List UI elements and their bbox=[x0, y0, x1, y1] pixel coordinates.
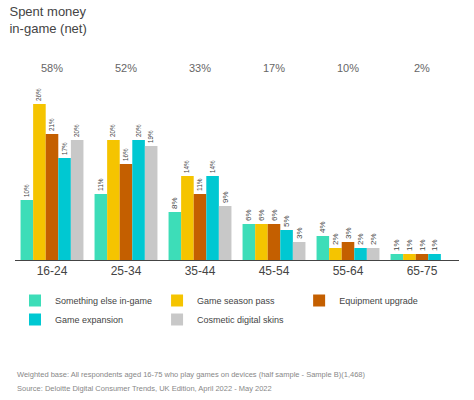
svg-text:14%: 14% bbox=[183, 160, 190, 173]
svg-text:45-54: 45-54 bbox=[259, 264, 290, 278]
svg-text:26%: 26% bbox=[35, 88, 42, 101]
svg-text:11%: 11% bbox=[97, 178, 104, 191]
svg-text:5%: 5% bbox=[282, 215, 291, 227]
svg-text:52%: 52% bbox=[115, 62, 137, 74]
svg-text:9%: 9% bbox=[221, 191, 230, 203]
svg-text:2%: 2% bbox=[414, 62, 430, 74]
svg-text:19%: 19% bbox=[147, 130, 154, 143]
svg-text:Source: Deloitte Digital Consu: Source: Deloitte Digital Consumer Trends… bbox=[17, 384, 272, 393]
svg-text:Spent moneyin-game (net): Spent moneyin-game (net) bbox=[9, 4, 86, 36]
svg-text:4%: 4% bbox=[318, 221, 327, 233]
svg-text:10%: 10% bbox=[337, 62, 359, 74]
svg-text:11%: 11% bbox=[196, 178, 203, 191]
svg-text:65-75: 65-75 bbox=[407, 264, 438, 278]
svg-text:2%: 2% bbox=[369, 233, 378, 245]
svg-text:8%: 8% bbox=[170, 197, 179, 209]
svg-text:Game season pass: Game season pass bbox=[197, 296, 275, 306]
svg-text:1%: 1% bbox=[418, 239, 427, 251]
svg-text:35-44: 35-44 bbox=[185, 264, 216, 278]
svg-text:2%: 2% bbox=[331, 233, 340, 245]
svg-text:6%: 6% bbox=[270, 209, 279, 221]
svg-text:58%: 58% bbox=[41, 62, 63, 74]
svg-text:20%: 20% bbox=[135, 124, 142, 137]
svg-text:2%: 2% bbox=[356, 233, 365, 245]
svg-text:16-24: 16-24 bbox=[37, 264, 68, 278]
svg-text:10%: 10% bbox=[23, 184, 30, 197]
svg-text:17%: 17% bbox=[263, 62, 285, 74]
svg-text:14%: 14% bbox=[209, 160, 216, 173]
svg-text:Game expansion: Game expansion bbox=[55, 315, 123, 325]
svg-text:1%: 1% bbox=[392, 239, 401, 251]
svg-text:55-64: 55-64 bbox=[333, 264, 364, 278]
svg-text:Equipment upgrade: Equipment upgrade bbox=[339, 296, 418, 306]
svg-text:21%: 21% bbox=[48, 118, 55, 131]
svg-text:6%: 6% bbox=[257, 209, 266, 221]
svg-text:Cosmetic digital skins: Cosmetic digital skins bbox=[197, 315, 284, 325]
svg-text:3%: 3% bbox=[295, 227, 304, 239]
svg-text:20%: 20% bbox=[73, 124, 80, 137]
svg-text:6%: 6% bbox=[244, 209, 253, 221]
svg-text:20%: 20% bbox=[109, 124, 116, 137]
svg-text:33%: 33% bbox=[189, 62, 211, 74]
svg-text:17%: 17% bbox=[61, 142, 68, 155]
svg-text:Weighted base: All respondents: Weighted base: All respondents aged 16-7… bbox=[17, 370, 365, 379]
svg-text:16%: 16% bbox=[122, 148, 129, 161]
svg-text:1%: 1% bbox=[405, 239, 414, 251]
svg-text:1%: 1% bbox=[430, 239, 439, 251]
svg-text:25-34: 25-34 bbox=[111, 264, 142, 278]
svg-text:3%: 3% bbox=[344, 227, 353, 239]
svg-text:Something else in-game: Something else in-game bbox=[55, 296, 152, 306]
